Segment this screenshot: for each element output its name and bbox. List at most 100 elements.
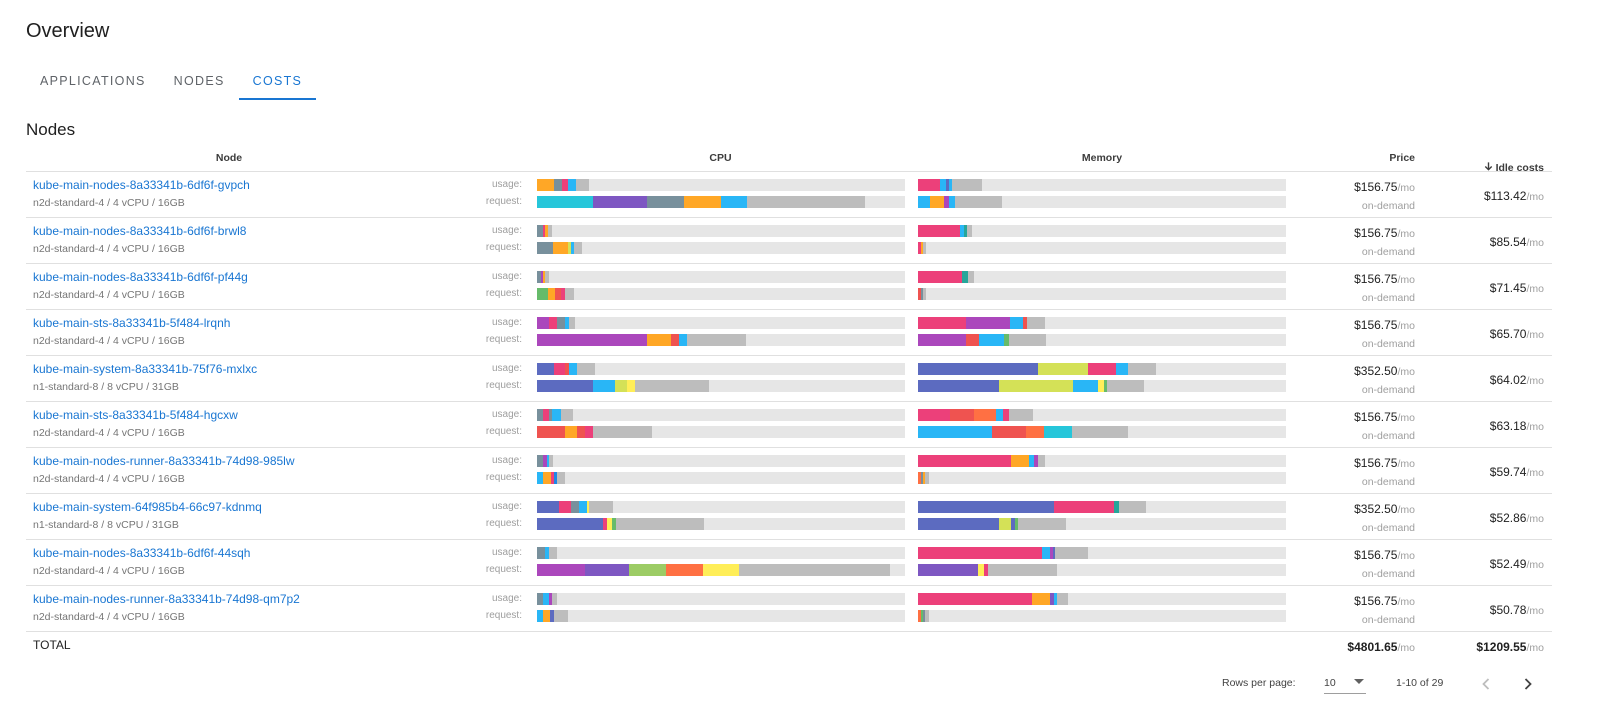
node-name-link[interactable]: kube-main-sts-8a33341b-5f484-lrqnh: [33, 316, 231, 330]
node-name-link[interactable]: kube-main-nodes-8a33341b-6df6f-gvpch: [33, 178, 250, 192]
bar-segment[interactable]: [537, 547, 546, 559]
bar-segment[interactable]: [635, 380, 709, 392]
node-name-link[interactable]: kube-main-sts-8a33341b-5f484-hgcxw: [33, 408, 238, 422]
bar-segment[interactable]: [567, 242, 572, 254]
bar-segment[interactable]: [1115, 363, 1129, 375]
bar-segment[interactable]: [542, 271, 546, 283]
bar-segment[interactable]: [1014, 518, 1018, 530]
bar-segment[interactable]: [1055, 547, 1089, 559]
bar-segment[interactable]: [592, 196, 648, 208]
bar-segment[interactable]: [998, 518, 1012, 530]
bar-segment[interactable]: [1128, 363, 1157, 375]
bar-segment[interactable]: [959, 225, 964, 237]
bar-segment[interactable]: [537, 518, 603, 530]
bar-segment[interactable]: [559, 501, 572, 513]
bar-segment[interactable]: [552, 593, 557, 605]
bar-segment[interactable]: [983, 564, 988, 576]
bar-segment[interactable]: [1053, 547, 1056, 559]
bar-segment[interactable]: [549, 455, 554, 467]
bar-segment[interactable]: [967, 271, 975, 283]
rows-per-page-select[interactable]: 10: [1324, 672, 1366, 694]
header-idle-costs[interactable]: Idle costs: [1483, 161, 1544, 175]
node-name-link[interactable]: kube-main-nodes-runner-8a33341b-74d98-98…: [33, 454, 295, 468]
bar-segment[interactable]: [720, 196, 748, 208]
bar-segment[interactable]: [962, 271, 968, 283]
bar-segment[interactable]: [593, 426, 653, 438]
bar-segment[interactable]: [615, 380, 628, 392]
bar-segment[interactable]: [665, 564, 703, 576]
bar-segment[interactable]: [918, 242, 921, 254]
bar-segment[interactable]: [606, 518, 613, 530]
bar-segment[interactable]: [560, 288, 565, 300]
bar-segment[interactable]: [537, 271, 541, 283]
bar-segment[interactable]: [918, 472, 921, 484]
bar-segment[interactable]: [562, 179, 568, 191]
bar-segment[interactable]: [537, 593, 543, 605]
bar-segment[interactable]: [542, 225, 546, 237]
bar-segment[interactable]: [918, 547, 1043, 559]
bar-segment[interactable]: [1008, 334, 1046, 346]
bar-segment[interactable]: [739, 564, 891, 576]
bar-segment[interactable]: [537, 564, 585, 576]
bar-segment[interactable]: [918, 501, 1055, 513]
bar-segment[interactable]: [537, 472, 543, 484]
bar-segment[interactable]: [542, 472, 551, 484]
bar-segment[interactable]: [918, 610, 921, 622]
bar-segment[interactable]: [1032, 593, 1051, 605]
bar-segment[interactable]: [687, 334, 747, 346]
bar-segment[interactable]: [589, 501, 614, 513]
bar-segment[interactable]: [948, 179, 953, 191]
bar-segment[interactable]: [537, 288, 549, 300]
bar-segment[interactable]: [587, 501, 590, 513]
bar-segment[interactable]: [1025, 426, 1045, 438]
bar-segment[interactable]: [1017, 518, 1066, 530]
header-cpu[interactable]: CPU: [709, 152, 732, 164]
bar-segment[interactable]: [602, 518, 607, 530]
bar-segment[interactable]: [537, 334, 648, 346]
bar-segment[interactable]: [973, 409, 996, 421]
bar-segment[interactable]: [918, 225, 960, 237]
bar-segment[interactable]: [1029, 455, 1034, 467]
bar-segment[interactable]: [576, 363, 596, 375]
bar-segment[interactable]: [922, 288, 927, 300]
bar-segment[interactable]: [918, 455, 1012, 467]
bar-segment[interactable]: [1044, 426, 1073, 438]
bar-segment[interactable]: [574, 242, 582, 254]
bar-segment[interactable]: [1054, 593, 1058, 605]
bar-segment[interactable]: [978, 334, 1005, 346]
bar-segment[interactable]: [1009, 317, 1023, 329]
bar-segment[interactable]: [1008, 409, 1033, 421]
bar-segment[interactable]: [944, 196, 950, 208]
bar-segment[interactable]: [1098, 380, 1104, 392]
bar-segment[interactable]: [930, 196, 945, 208]
bar-segment[interactable]: [552, 242, 568, 254]
bar-segment[interactable]: [1072, 380, 1099, 392]
bar-segment[interactable]: [627, 380, 636, 392]
bar-segment[interactable]: [548, 409, 553, 421]
bar-segment[interactable]: [537, 317, 550, 329]
bar-segment[interactable]: [553, 472, 557, 484]
bar-segment[interactable]: [537, 501, 560, 513]
bar-segment[interactable]: [548, 547, 557, 559]
bar-segment[interactable]: [567, 179, 576, 191]
bar-segment[interactable]: [612, 518, 617, 530]
previous-page-button[interactable]: [1474, 672, 1498, 696]
bar-segment[interactable]: [945, 179, 949, 191]
bar-segment[interactable]: [918, 179, 941, 191]
bar-segment[interactable]: [537, 363, 554, 375]
bar-segment[interactable]: [571, 501, 580, 513]
bar-segment[interactable]: [923, 472, 926, 484]
bar-segment[interactable]: [556, 472, 565, 484]
bar-segment[interactable]: [950, 409, 974, 421]
bar-segment[interactable]: [1037, 363, 1088, 375]
bar-segment[interactable]: [628, 564, 666, 576]
bar-segment[interactable]: [965, 334, 979, 346]
bar-segment[interactable]: [547, 225, 553, 237]
bar-segment[interactable]: [545, 225, 548, 237]
bar-segment[interactable]: [579, 501, 588, 513]
bar-segment[interactable]: [920, 288, 923, 300]
bar-segment[interactable]: [918, 593, 1033, 605]
tab-costs[interactable]: COSTS: [238, 62, 317, 100]
bar-segment[interactable]: [616, 518, 705, 530]
tab-applications[interactable]: APPLICATIONS: [40, 74, 146, 88]
